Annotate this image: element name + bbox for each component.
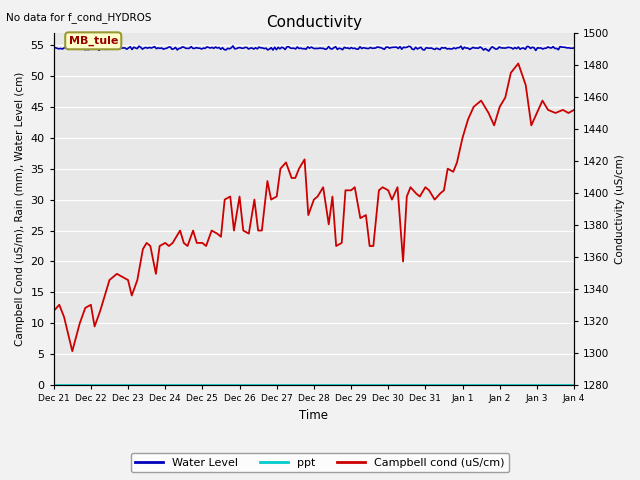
Text: MB_tule: MB_tule	[68, 36, 118, 46]
Legend: Water Level, ppt, Campbell cond (uS/cm): Water Level, ppt, Campbell cond (uS/cm)	[131, 453, 509, 472]
Text: No data for f_cond_HYDROS: No data for f_cond_HYDROS	[6, 12, 152, 23]
Title: Conductivity: Conductivity	[266, 15, 362, 30]
Y-axis label: Conductivity (uS/cm): Conductivity (uS/cm)	[615, 154, 625, 264]
Y-axis label: Campbell Cond (uS/m), Rain (mm), Water Level (cm): Campbell Cond (uS/m), Rain (mm), Water L…	[15, 72, 25, 346]
X-axis label: Time: Time	[300, 409, 328, 422]
